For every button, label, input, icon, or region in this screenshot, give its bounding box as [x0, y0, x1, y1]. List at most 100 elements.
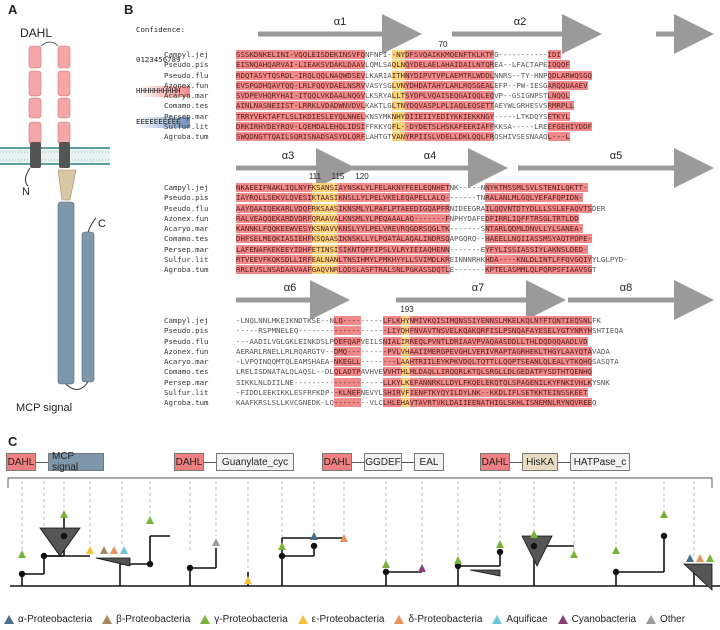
receptor-diagram: [0, 41, 110, 390]
legend-triangle-icon: [394, 615, 405, 624]
sequence: KAAFKRSLSLLKVCGNEDK-LQ--------VLCLHLEHAV…: [236, 398, 597, 408]
alignment-row: Campyl.jej NKAEEIFNAKLIQLNYFKSANSIAYNSKLY…: [164, 183, 628, 193]
position-120: 120: [355, 172, 369, 181]
alignment-row: Persep.mar SIKKLNLDIILNE-----------------…: [164, 377, 623, 388]
legend-item: Cyanobacteria: [557, 614, 636, 625]
sequence: SSSKDNKELINI-VQQLEISDEKINSVFQNFNFI--NYDF…: [236, 50, 561, 59]
position-70: 70: [438, 40, 448, 49]
membrane: [0, 147, 110, 165]
alignment-row: Campyl.jej SSSKDNKELINI-VQQLEISDEKINSVFQN…: [164, 50, 592, 60]
species-name: Pseudo.pis: [164, 60, 209, 70]
alignment-row: Pseudo.pis -----RSPMNELEQ----------------…: [164, 326, 623, 336]
sequence: DHFSELMEQKIASIEHFKSQAASIKNSKLLYLPQATALAQ…: [236, 234, 593, 244]
species-name: Comamo.tes: [164, 234, 209, 244]
species-name: Pseudo.flu: [164, 203, 209, 213]
domain-box: DAHL: [174, 453, 204, 471]
alignment-row: Pseudo.flu RDQTASYTQSRDL-IRQLQQLNAQWDSEVL…: [164, 70, 593, 81]
species-name: Sulfur.lit: [164, 255, 209, 265]
domain-box: MCP signal: [48, 451, 104, 473]
sequence: EVSPGDHQAVTQQ-LRLFQQYDAELNSRVVASYSGLVNYD…: [236, 80, 588, 90]
sequence: NKAEEIFNAKLIQLNYFKSANSIAYNSKLYLFELAKNYFE…: [236, 183, 588, 192]
alignment-row: Sulfur.lit DRKIRHYDEYRQV-LQEMDALEHQLIDSIF…: [164, 122, 593, 132]
n-terminus-label: N: [22, 186, 30, 198]
sequence: RALVEAQQEKARDVDRFQRAAVALKNSMLYLPEQAAALAQ…: [236, 213, 579, 223]
species-name: Agroba.tum: [164, 265, 209, 275]
sequence: -LNQLNNLMKEIKNDTKSE--NLQ---------LFLKHYN…: [236, 316, 601, 325]
domain-box: DAHL: [6, 453, 36, 471]
domain-box: DAHL: [480, 453, 510, 471]
sequence: KANNKLFQQKEEWVESYKSNAVVKNSLYYLPELVREVRQG…: [236, 224, 584, 234]
species-name: Acaryo.mar: [164, 357, 209, 367]
hamp-domain: [57, 169, 77, 201]
panel-c-label: C: [8, 434, 18, 449]
species-name: Pseudo.flu: [164, 70, 209, 80]
alignment-row: Agroba.tum SWQDNGTTQAILSQRISNADSASYDLQRFL…: [164, 132, 592, 142]
domain-box: HATPase_c: [570, 453, 630, 471]
sequence: TRRYVEKTAFTLSLIKDIESLEYQLNNELKNSYMKNHYDI…: [236, 111, 570, 121]
species-name: Pseudo.flu: [164, 336, 209, 346]
legend-label: δ-Proteobacteria: [408, 614, 483, 625]
helix-label-a4: α4: [423, 150, 437, 162]
legend-triangle-icon: [4, 615, 14, 624]
helix-label-a7: α7: [471, 282, 485, 294]
helix-label-a3: α3: [281, 150, 295, 162]
alignment-row: Agroba.tum KAAFKRSLSLLKVCGNEDK-LQ--------…: [164, 398, 623, 408]
species-name: Acaryo.mar: [164, 91, 209, 101]
species-name: Persep.mar: [164, 244, 209, 254]
legend-triangle-icon: [297, 615, 308, 624]
alignment-block-2: Campyl.jej NKAEEIFNAKLIQLNYFKSANSIAYNSKLY…: [164, 183, 628, 276]
legend-label: Aquificae: [506, 614, 548, 625]
domain-box: Guanylate_cyc: [216, 453, 294, 471]
legend-item: γ-Proteobacteria: [200, 614, 288, 625]
domain-box: EAL: [414, 453, 444, 471]
legend-item: δ-Proteobacteria: [394, 614, 482, 625]
helix-label-a6: α6: [283, 282, 297, 294]
alignment-block-3: Campyl.jej -LNQLNNLMKEIKNDTKSE--NLQ------…: [164, 316, 623, 409]
legend-item: Aquificae: [492, 614, 548, 625]
species-name: Sulfur.lit: [164, 122, 209, 132]
sequence: EISNQAHQARVAI-LIEAKSVDAKLDAAVLQMLSAQLNQY…: [236, 60, 570, 70]
sequence: RRLEVSLNSADAAVAAFGAQVNRLQDSLASFTRALSNLPG…: [236, 265, 597, 275]
species-name: Campyl.jej: [164, 183, 209, 192]
architecture-row: DAHL MCP signal DAHL Guanylate_cyc DAHL GGDEF…: [6, 451, 716, 473]
panel-a-label: A: [8, 2, 18, 17]
sequence: -FIDDLEEKIKKLESFRFKDP--KLNEFNEVYLSHIRVFI…: [236, 388, 588, 398]
mcp-signal-label: MCP signal: [16, 402, 73, 414]
species-name: Persep.mar: [164, 377, 209, 387]
sequence: SIKKLNLDIILNE--------------------LLKYLKE…: [236, 377, 610, 387]
species-name: Agroba.tum: [164, 398, 209, 408]
tm-helix-right: [59, 142, 70, 168]
sequence: RDQTASYTQSRDL-IRQLQQLNAQWDSEVLKARIAITHNY…: [236, 70, 593, 80]
domain-box: DAHL: [322, 453, 352, 471]
legend-label: Other: [660, 614, 686, 625]
alignment-row: Agroba.tum RRLEVSLNSADAAVAAFGAQVNRLQDSLAS…: [164, 265, 628, 275]
confidence-helix-scale: HHHHHHHHHH: [136, 86, 190, 97]
position-115: 115: [331, 172, 345, 181]
domain-architecture: DAHL GGDEF EAL: [322, 453, 444, 471]
alignment-row: Sulfur.lit RTVEEVFKQKSDLLIRFEALNANLTNSIHM…: [164, 255, 628, 265]
species-name: Campyl.jej: [164, 316, 209, 325]
alignment-row: Azonex.fun AERARLRNELLRLRQARGTV--DMQ-----…: [164, 346, 623, 357]
species-name: Sulfur.lit: [164, 388, 209, 398]
sequence: RTVEEVFKQKSDLLIRFEALNANLTNSIHMYLPMKHYYLL…: [236, 255, 628, 265]
legend-label: β-Proteobacteria: [116, 614, 191, 625]
position-193: 193: [400, 305, 414, 314]
legend-label: α-Proteobacteria: [18, 614, 93, 625]
legend-triangle-icon: [102, 615, 113, 624]
alignment-row: Acaryo.mar KANNKLFQQKEEWVESYKSNAVVKNSLYYL…: [164, 224, 628, 234]
species-name: Comamo.tes: [164, 101, 209, 111]
legend-item: ε-Proteobacteria: [297, 614, 384, 625]
alignment-row: Persep.mar LAFENAFKEKEEYIDHFETINSISIKNTQF…: [164, 244, 628, 255]
helix-label-a8: α8: [619, 282, 633, 294]
panel-b-label: B: [124, 2, 134, 17]
alignment-block-1: Campyl.jej SSSKDNKELINI-VQQLEISDEKINSVFQN…: [164, 50, 593, 143]
position-111: 111: [308, 172, 322, 181]
alignment-row: Comamo.tes DHFSELMEQKIASIEHFKSQAASIKNSKLL…: [164, 234, 628, 244]
alignment-row: Acaryo.mar SVDPEVHQRYHAI-ITQQLVKDAALNQGVL…: [164, 91, 592, 101]
dahl-helix-right: [57, 45, 71, 145]
species-name: Azonex.fun: [164, 213, 209, 223]
sequence: ---AADILVGLGKLEINKDSLPDEFQAPVEILSNIALIRR…: [236, 336, 588, 346]
sequence: AAYQAAIQEKARLVDQFRKSAASIKNSMLYLPAFLPTAEE…: [236, 203, 606, 213]
sequence: -----RSPMNELEQ--------------------LIYQHF…: [236, 326, 624, 336]
alignment-row: Pseudo.flu ---AADILVGLGKLEINKDSLPDEFQAPVE…: [164, 336, 623, 347]
